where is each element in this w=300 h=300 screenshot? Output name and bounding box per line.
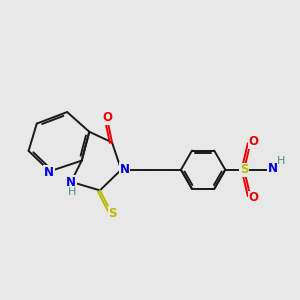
- Text: O: O: [103, 111, 112, 124]
- Text: H: H: [277, 156, 286, 166]
- Text: O: O: [249, 135, 259, 148]
- Text: N: N: [268, 162, 278, 175]
- Text: S: S: [108, 207, 117, 220]
- Text: H: H: [68, 188, 76, 197]
- Text: S: S: [240, 163, 248, 176]
- Text: N: N: [120, 163, 130, 176]
- Text: O: O: [249, 191, 259, 205]
- Text: N: N: [66, 176, 76, 189]
- Text: N: N: [44, 166, 54, 179]
